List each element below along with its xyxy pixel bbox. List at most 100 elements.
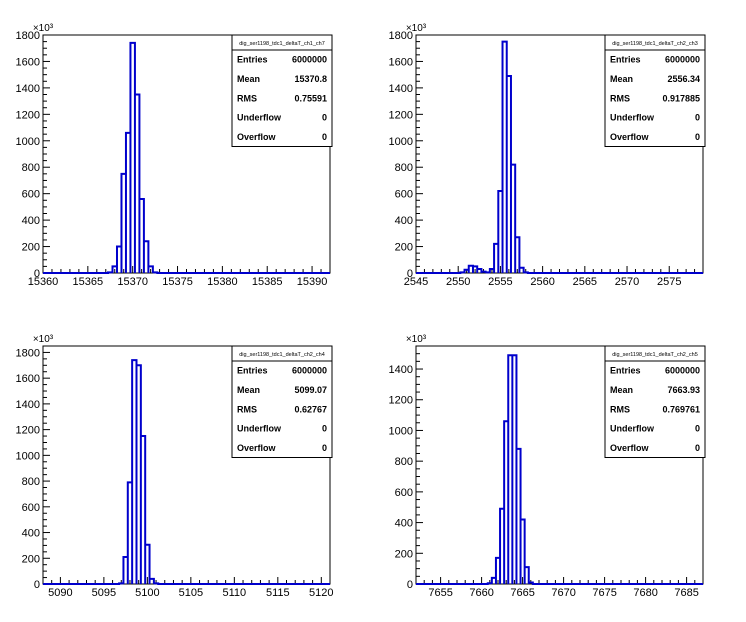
chart1-exponent-label: ×10³ [33,23,54,34]
chart2-bin [494,244,498,273]
chart4-stats-frame [604,345,706,458]
chart4-stats-title: dig_ser1198_tdc1_deltaT_ch2_ch5 [612,352,698,358]
chart1-stats-value: 15370.8 [294,74,327,84]
chart2-stats-box: dig_ser1198_tdc1_deltaT_ch2_ch3 Entries 60… [604,34,706,147]
chart3-y-tick-label: 1600 [16,373,40,385]
chart4-bin [504,421,508,584]
chart4-x-tick-label: 7670 [551,587,575,599]
chart3-y-tick-label: 400 [22,528,40,540]
chart3-stats-label: RMS [237,404,257,414]
chart3-x-tick-label: 5105 [179,587,203,599]
chart1-bin [121,174,125,273]
chart1-stats-label: Entries [237,55,268,65]
chart1-stats-label: Mean [237,74,260,84]
chart2-stats-value: 6000000 [665,55,700,65]
chart2-stats-label: Underflow [610,113,655,123]
chart2-stats-value: 2556.34 [667,74,700,84]
chart4-x-tick-label: 7675 [592,587,616,599]
chart1-stats-value: 6000000 [292,55,327,65]
chart1-y-tick-label: 1600 [16,56,40,68]
chart3-stats-label: Mean [237,385,260,395]
chart4: 7655 7660 7665 7670 7675 7680 7685 0 200 400 600 80… [389,334,706,599]
chart1-bin [148,266,152,273]
chart2-bin [507,76,511,273]
chart4-stats-value: 0 [695,443,700,453]
chart3-bin [119,583,123,584]
chart2-exponent-label: ×10³ [406,23,427,34]
chart2-bin [465,270,469,273]
chart2-y-tick-label: 200 [395,242,413,254]
chart4-y-tick-label: 0 [407,579,413,591]
chart3-bin [145,545,149,584]
chart2-stats-label: Overflow [610,132,650,142]
chart2-bin [481,272,485,273]
chart1-bin [117,247,121,273]
chart2-bin [515,237,519,273]
chart4-x-tick-label: 7680 [633,587,657,599]
chart1-bin [153,272,157,273]
chart2-histogram-line [416,40,703,274]
chart3-y-tick-label: 1000 [16,450,40,462]
chart2-y-tick-label: 1600 [389,56,413,68]
chart1-y-tick-label: 1400 [16,83,40,95]
chart1-x-tick-label: 15375 [162,276,193,288]
chart4-y-tick-label: 800 [395,456,413,468]
chart4-histogram-line [416,354,703,585]
chart2-x-tick-label: 2560 [530,276,554,288]
chart2-x-tick-label: 2570 [615,276,639,288]
chart3-stats-label: Entries [237,366,268,376]
chart2-x-tick-label: 2565 [573,276,597,288]
chart3-stats-value: 0 [322,424,327,434]
chart1-x-tick-label: 15385 [252,276,283,288]
chart3-y-tick-label: 1200 [16,425,40,437]
chart3-y-tick-label: 800 [22,476,40,488]
chart4-bin [529,582,533,584]
chart1-bin [126,133,130,273]
chart2-stats-value: 0 [695,113,700,123]
chart4-stats-label: Entries [610,366,641,376]
chart3-bin [150,579,154,584]
chart4-bin [512,355,516,584]
chart1-x-tick-label: 15380 [207,276,238,288]
chart3-y-tick-label: 1800 [16,347,40,359]
chart4-stats-box: dig_ser1198_tdc1_deltaT_ch2_ch5 Entries 60… [604,345,706,458]
chart2-stats-label: Entries [610,55,641,65]
chart4-stats-value: 0.769761 [662,404,700,414]
chart4-bin [496,558,500,584]
chart3-y-tick-label: 0 [34,579,40,591]
chart1-y-tick-label: 200 [22,242,40,254]
chart1-stats-value: 0 [322,132,327,142]
chart3-x-tick-label: 5110 [223,587,247,599]
chart4-bin [492,578,496,584]
chart1-stats-title: dig_ser1198_tdc1_deltaT_ch1_ch7 [239,41,325,47]
chart2-y-tick-label: 1000 [389,136,413,148]
chart2-x-tick-label: 2575 [657,276,681,288]
chart2-bin [498,191,502,273]
chart2-x-tick-label: 2545 [404,276,428,288]
chart1-y-tick-label: 1200 [16,109,40,121]
chart4-stats-label: Mean [610,385,633,395]
chart4-stats-value: 0 [695,424,700,434]
chart4-y-tick-label: 1400 [389,364,413,376]
chart2-bin [524,272,528,273]
chart1-bin [130,43,134,273]
chart2-x-tick-label: 2555 [488,276,512,288]
chart4-y-tick-label: 600 [395,487,413,499]
chart3-stats-title: dig_ser1198_tdc1_deltaT_ch2_ch4 [239,352,325,358]
chart1-stats-label: Overflow [237,132,277,142]
chart3-stats-value: 0 [322,443,327,453]
chart1: 15360 15365 15370 15375 15380 15385 15390 0 200 4… [16,23,333,288]
chart3-stats-box: dig_ser1198_tdc1_deltaT_ch2_ch4 Entries 60… [231,345,333,458]
chart3: 5090 5095 5100 5105 5110 5115 5120 0 200 400 600 80… [16,334,334,599]
chart3-bin [154,583,158,584]
chart1-stats-frame [231,34,333,147]
chart2-bin [503,42,507,273]
chart1-bin [144,241,148,273]
chart1-y-tick-label: 600 [22,189,40,201]
chart2-y-tick-label: 1400 [389,83,413,95]
chart4-bin [500,509,504,584]
chart1-x-tick-label: 15370 [117,276,148,288]
chart2-bin [511,165,515,273]
chart3-stats-value: 6000000 [292,366,327,376]
